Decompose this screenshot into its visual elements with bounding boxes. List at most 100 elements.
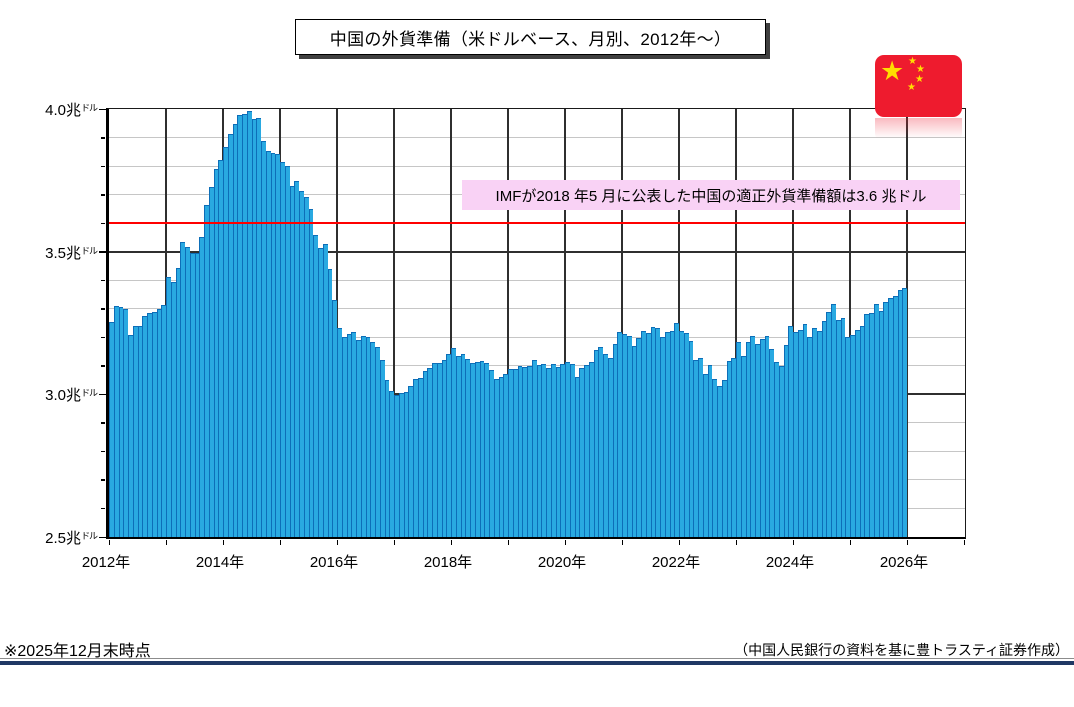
bar-2024-01 xyxy=(793,331,798,537)
bar-2021-12 xyxy=(674,323,679,537)
bar-2022-12 xyxy=(731,357,736,537)
x-axis-tick xyxy=(222,540,224,545)
y-axis-tick xyxy=(101,422,105,424)
bar-2016-07 xyxy=(365,336,371,537)
y-axis-tick xyxy=(99,251,106,253)
bar-2025-01 xyxy=(850,334,855,537)
bar-2018-09 xyxy=(489,369,494,537)
bar-2016-06 xyxy=(360,335,366,537)
gridline-year xyxy=(735,109,737,537)
bar-2023-07 xyxy=(764,336,770,537)
bar-2022-07 xyxy=(707,364,713,537)
bar-2025-09 xyxy=(888,297,893,537)
x-axis-label: 2020年 xyxy=(537,554,587,571)
bar-2015-10 xyxy=(322,244,328,537)
flag-star-icon: ★ xyxy=(916,64,925,75)
bar-2017-01 xyxy=(394,394,399,537)
bar-2024-02 xyxy=(797,329,803,537)
bar-2024-10 xyxy=(835,319,841,537)
bar-2012-09 xyxy=(147,313,152,537)
bar-2021-09 xyxy=(660,336,665,537)
bar-2023-09 xyxy=(774,361,779,537)
bar-2025-02 xyxy=(854,329,860,537)
gridline-minor xyxy=(109,308,965,310)
bar-2018-10 xyxy=(493,379,499,537)
bar-2025-10 xyxy=(892,296,898,537)
bar-2015-09 xyxy=(318,247,323,537)
bar-2014-01 xyxy=(223,146,228,537)
bar-2016-12 xyxy=(389,391,394,537)
bar-2020-10 xyxy=(607,357,613,537)
bar-2025-08 xyxy=(883,302,888,537)
bar-2018-08 xyxy=(484,362,489,537)
bar-2019-09 xyxy=(546,368,551,537)
bar-2015-06 xyxy=(303,196,309,537)
page-title: 中国の外貨準備（米ドルベース、月別、2012年～） xyxy=(329,29,732,49)
bar-2020-04 xyxy=(579,368,584,537)
y-axis-tick xyxy=(99,393,106,396)
footnote: ※2025年12月末時点 xyxy=(4,643,151,660)
x-axis-label: 2024年 xyxy=(765,554,815,571)
footer-rule-navy xyxy=(0,661,1074,665)
bar-2014-11 xyxy=(270,152,276,537)
bar-2023-05 xyxy=(755,343,760,537)
bar-2012-02 xyxy=(113,305,119,537)
bar-2014-10 xyxy=(265,150,271,537)
bar-2017-03 xyxy=(403,391,409,537)
y-axis-tick xyxy=(101,450,105,453)
bar-2013-02 xyxy=(170,281,176,537)
bar-2017-12 xyxy=(446,354,451,537)
y-axis-tick xyxy=(101,336,105,339)
x-axis-tick xyxy=(450,540,452,545)
bar-2019-05 xyxy=(527,365,532,537)
x-axis-tick xyxy=(678,540,680,545)
y-axis-label: 2.5兆ドル xyxy=(45,530,98,547)
x-axis-tick xyxy=(165,540,167,545)
bar-2017-06 xyxy=(417,378,423,537)
bar-2016-04 xyxy=(351,331,356,537)
x-axis-tick xyxy=(336,540,338,545)
gridline-year xyxy=(393,109,395,537)
bar-2024-06 xyxy=(816,331,822,537)
bar-2017-11 xyxy=(441,360,447,537)
bar-2022-01 xyxy=(679,331,684,537)
bar-2012-01 xyxy=(109,321,114,537)
bar-2017-02 xyxy=(398,392,404,537)
y-axis-tick xyxy=(101,222,105,225)
bar-2019-04 xyxy=(522,367,527,537)
x-axis-label: 2016年 xyxy=(309,554,359,571)
y-axis-tick xyxy=(101,365,105,367)
bar-2012-04 xyxy=(123,309,128,537)
bar-2021-05 xyxy=(641,331,646,537)
bar-2017-07 xyxy=(422,371,428,537)
gridline-year xyxy=(678,109,680,537)
bar-2014-08 xyxy=(256,117,261,537)
bar-2020-03 xyxy=(574,376,580,537)
gridline-year xyxy=(450,109,452,537)
bar-2012-08 xyxy=(142,316,147,537)
x-axis-tick xyxy=(564,540,566,545)
bar-2022-02 xyxy=(683,333,689,537)
bar-2018-06 xyxy=(474,362,480,537)
bar-2015-08 xyxy=(313,235,318,537)
bar-2022-10 xyxy=(721,379,727,537)
bar-2025-12 xyxy=(902,288,907,537)
bar-2020-01 xyxy=(565,361,570,537)
footer-rule-thin xyxy=(0,658,1074,659)
gridline-year xyxy=(564,109,566,537)
bar-2023-04 xyxy=(750,335,755,537)
bar-2024-03 xyxy=(802,324,808,537)
bar-2018-07 xyxy=(479,360,485,537)
bar-2019-03 xyxy=(517,366,523,537)
bar-2019-11 xyxy=(555,366,561,537)
flag-star-icon: ★ xyxy=(908,56,917,67)
bar-2020-05 xyxy=(584,365,589,537)
gridline-year xyxy=(507,109,509,537)
bar-2016-11 xyxy=(384,379,390,537)
bar-2018-03 xyxy=(460,353,466,537)
x-axis-tick xyxy=(735,540,737,545)
bar-2018-11 xyxy=(498,376,504,537)
bar-2019-06 xyxy=(531,360,537,537)
bar-2013-09 xyxy=(204,205,209,537)
bar-2015-02 xyxy=(284,165,290,537)
